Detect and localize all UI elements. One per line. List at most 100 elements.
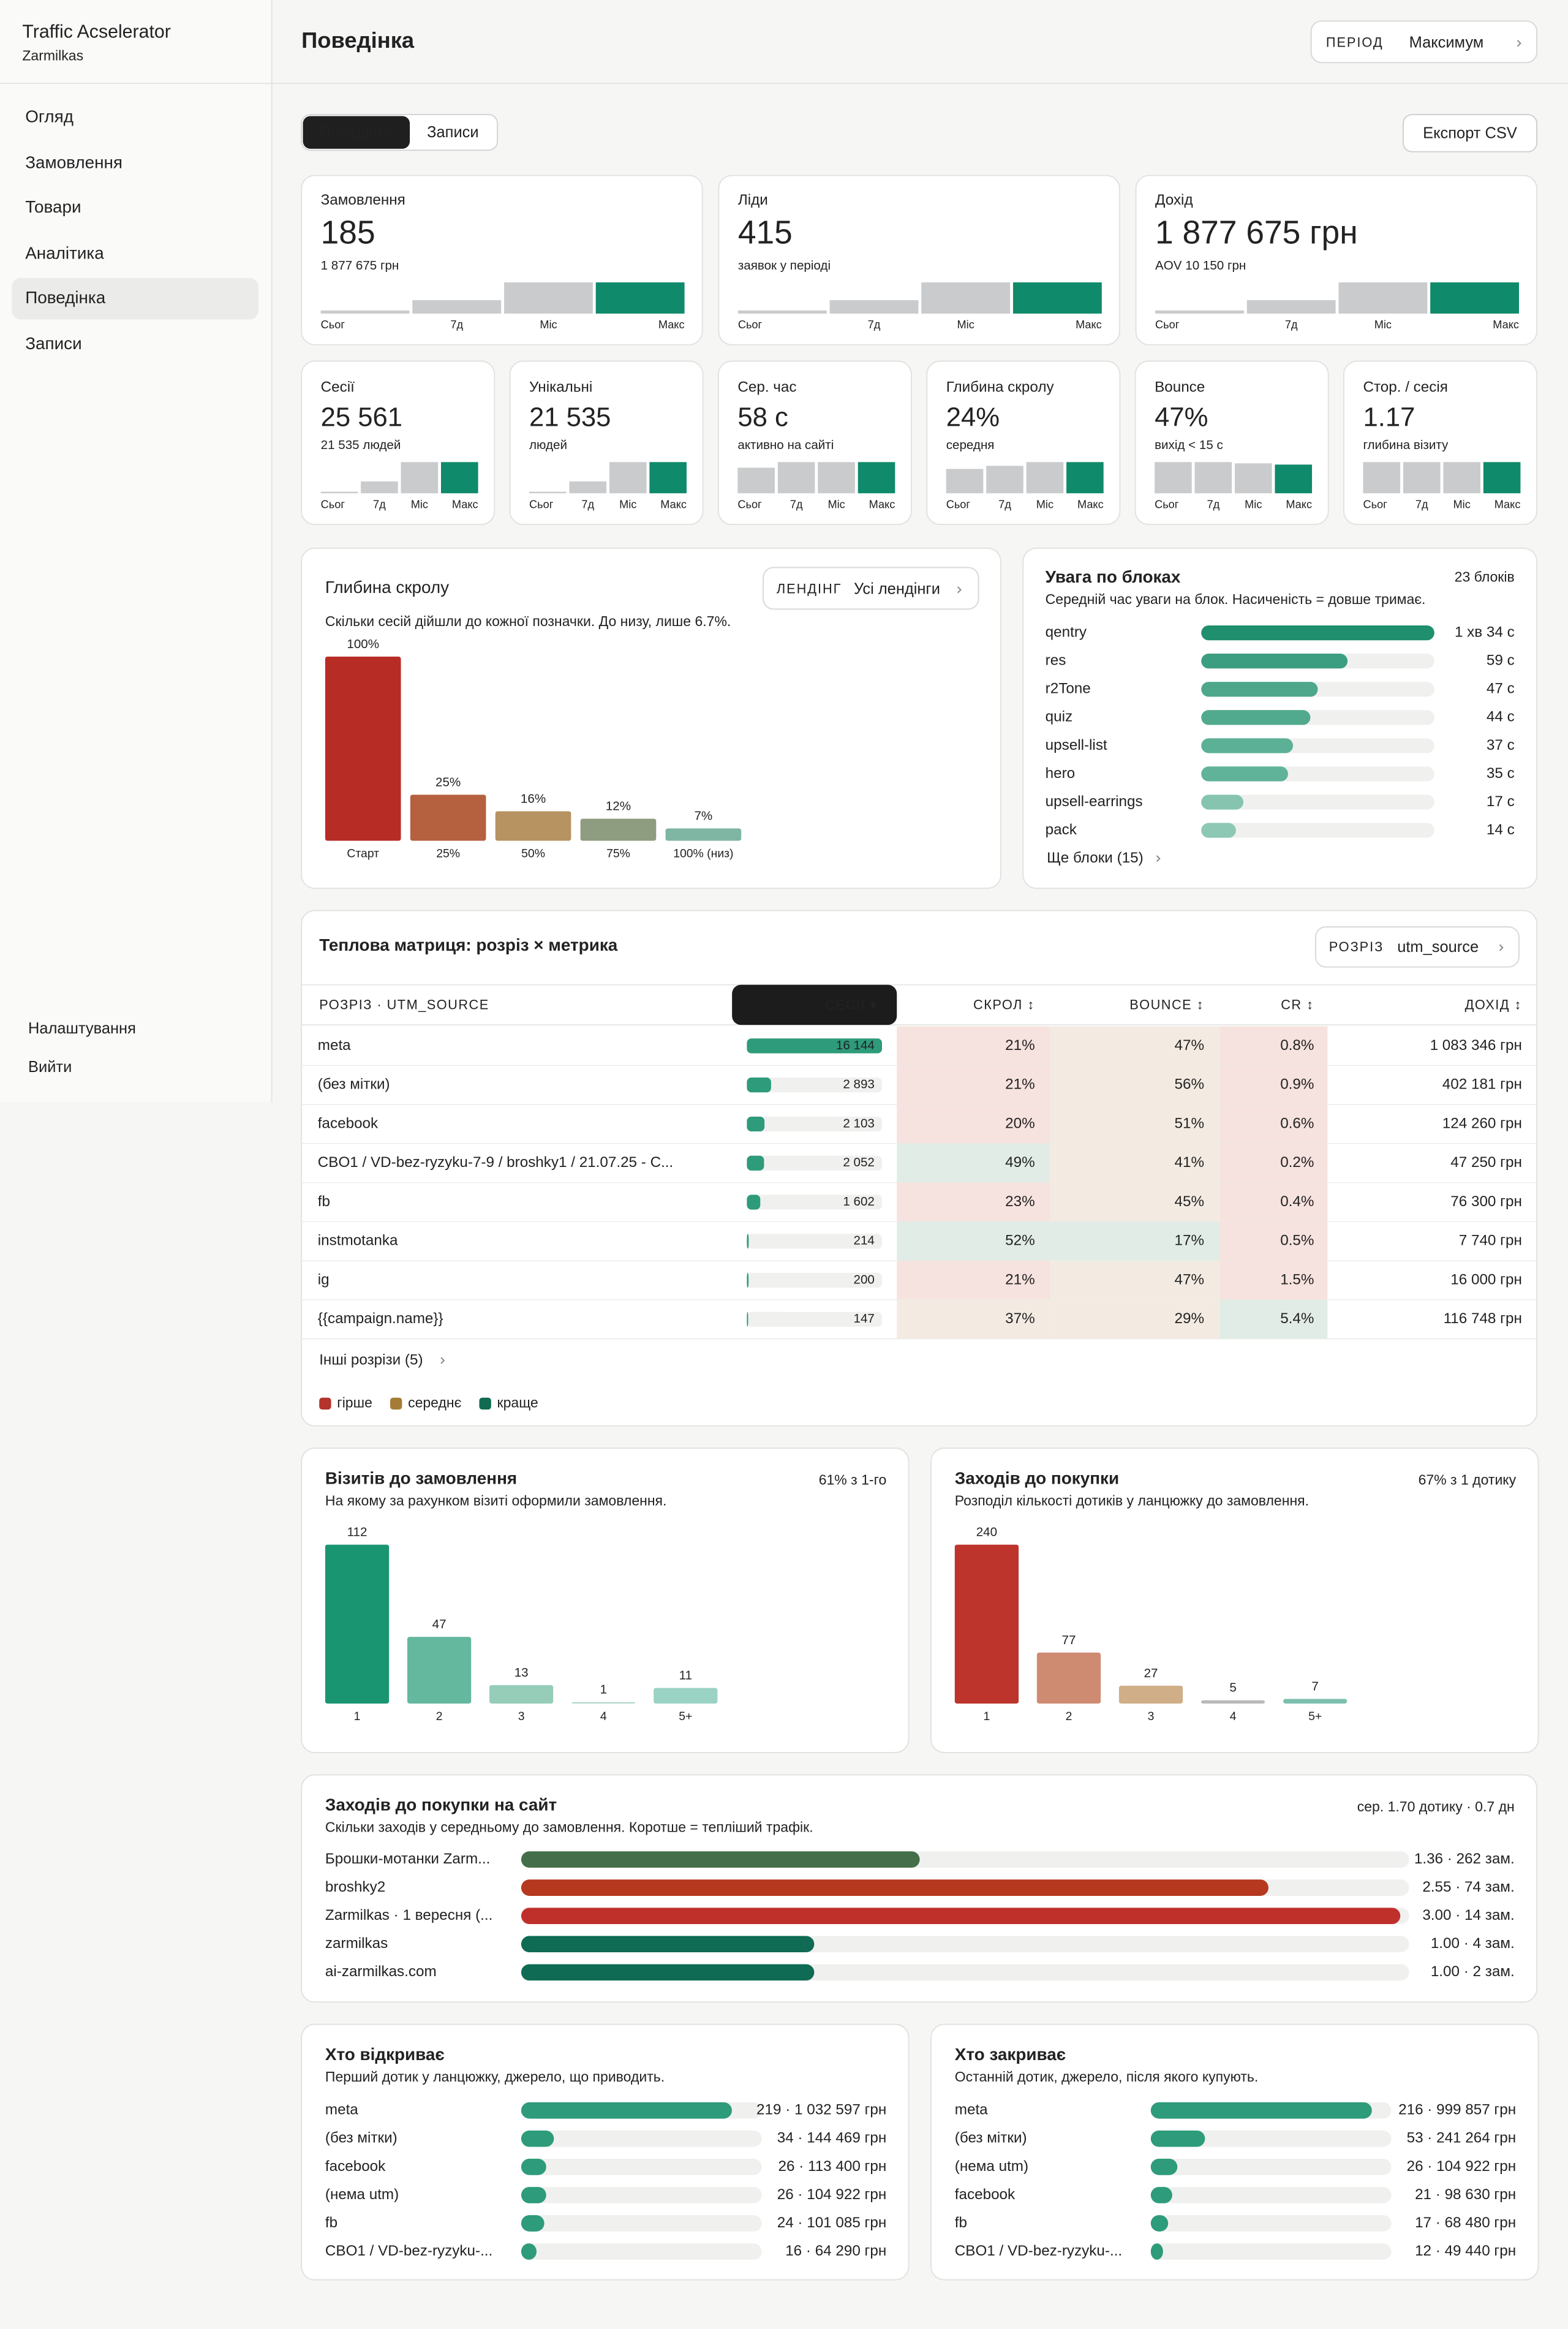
period-select[interactable] <box>1310 20 1538 64</box>
row-label: upsell-earrings <box>1046 793 1143 810</box>
heat-cell <box>1219 1261 1328 1300</box>
row-label: (нема utm) <box>325 2186 399 2203</box>
mini-bar-label: Міс <box>1374 319 1392 331</box>
column-header[interactable]: ДОХІД ↕ <box>1465 997 1522 1012</box>
nav-item[interactable]: Записи <box>25 334 81 353</box>
nav-item[interactable]: Поведінка <box>25 288 106 307</box>
sort-header-active <box>732 984 897 1025</box>
row-label: r2Tone <box>1046 681 1091 697</box>
mini-bar-label: Міс <box>1036 498 1054 510</box>
column-header[interactable]: СЕСІЇ ▾ <box>825 997 877 1012</box>
bar <box>325 1544 390 1704</box>
filter-select[interactable] <box>763 567 979 610</box>
mini-bar-label: 7д <box>1415 498 1428 510</box>
tab[interactable]: Поведінка <box>320 124 393 141</box>
row-label: qentry <box>1046 624 1087 641</box>
x-tick-label: 3 <box>518 1710 525 1723</box>
mini-bar <box>609 462 647 494</box>
chevron-icon <box>957 586 962 594</box>
bar-value-label: 53 · 241 264 грн <box>1407 2130 1517 2146</box>
more-link[interactable]: Інші розрізи (5) <box>319 1351 423 1368</box>
bar-track <box>1201 823 1434 838</box>
mini-bar-label: Макс <box>660 498 687 510</box>
filter-select[interactable] <box>1314 926 1520 968</box>
mini-bar-label: Макс <box>1286 498 1312 510</box>
cell-value: 1.5% <box>1280 1271 1314 1288</box>
card-subtitle: Розподіл кількості дотиків у ланцюжку до… <box>955 1492 1309 1508</box>
column-header[interactable]: СКРОЛ ↕ <box>973 997 1035 1012</box>
bar-value-label: 12 · 49 440 грн <box>1415 2243 1516 2259</box>
x-tick-label: 2 <box>436 1710 443 1723</box>
nav-footer-item[interactable]: Вийти <box>28 1059 72 1076</box>
cell-value: 76 300 грн <box>1450 1193 1522 1210</box>
app-subtitle: Zarmilkas <box>22 48 83 64</box>
bar-value-label: 17 · 68 480 грн <box>1415 2214 1516 2231</box>
tab[interactable]: Записи <box>427 124 478 141</box>
cell-value: 214 <box>854 1234 875 1248</box>
heat-cell <box>1049 1065 1219 1105</box>
kpi-label: Сер. час <box>737 379 796 396</box>
mini-bar-label: 7д <box>998 498 1011 510</box>
cell-value: 41% <box>1175 1154 1205 1171</box>
mini-bar <box>361 481 398 494</box>
mini-bar <box>986 466 1023 494</box>
bar-value-label: 26 · 113 400 грн <box>778 2158 887 2175</box>
kpi-value: 1 877 675 грн <box>1155 215 1358 251</box>
bar-value-label: 44 с <box>1487 709 1515 725</box>
row-label: (без мітки) <box>325 2130 398 2146</box>
cell-value: 51% <box>1175 1115 1205 1131</box>
bar <box>1150 2215 1169 2232</box>
heat-cell <box>1049 1221 1219 1261</box>
row-label: (без мітки) <box>318 1076 390 1093</box>
row-label: meta <box>325 2102 358 2118</box>
heat-cell <box>897 1221 1050 1261</box>
mini-bar <box>649 462 687 494</box>
bar-track <box>747 1272 882 1288</box>
nav-item[interactable]: Замовлення <box>25 153 123 172</box>
bar-track <box>521 2130 762 2147</box>
bar-value-label: 21 · 98 630 грн <box>1415 2186 1516 2203</box>
mini-bar-label: Міс <box>1245 498 1262 510</box>
card-title: Хто відкриває <box>325 2045 445 2064</box>
card-note: сер. 1.70 дотику · 0.7 дн <box>1357 1799 1515 1814</box>
bar-value-label: 77 <box>1062 1633 1076 1647</box>
bar-track <box>521 2215 762 2232</box>
kpi-sub: середня <box>946 438 995 452</box>
kpi-sub: заявок у періоді <box>738 259 831 273</box>
kpi-sub: людей <box>529 438 567 452</box>
heat-cell <box>1219 1299 1328 1339</box>
row-label: Zarmilkas · 1 вересня (... <box>325 1907 492 1923</box>
nav-item[interactable]: Аналітика <box>25 243 104 262</box>
row-label: (без мітки) <box>955 2130 1027 2146</box>
mini-bar-label: Сьог <box>1155 498 1179 510</box>
column-header[interactable]: BOUNCE ↕ <box>1129 997 1204 1012</box>
mini-bar-label: 7д <box>450 319 463 331</box>
cell-value: 21% <box>1005 1037 1035 1054</box>
mini-bar <box>946 469 984 494</box>
bar-track <box>747 1234 882 1249</box>
bar <box>1201 766 1288 782</box>
chevron-icon <box>1156 855 1161 863</box>
cell-value: 1 602 <box>843 1195 875 1209</box>
bar-track <box>1150 2243 1392 2260</box>
row-label: meta <box>318 1037 351 1054</box>
x-tick-label: 4 <box>600 1710 607 1723</box>
filter-label: РОЗРІЗ <box>1329 939 1384 954</box>
bar-value-label: 13 <box>514 1666 529 1680</box>
export-button[interactable] <box>1402 114 1538 153</box>
export-button-label[interactable]: Експорт CSV <box>1423 124 1517 142</box>
kpi-label: Стор. / сесія <box>1363 379 1447 396</box>
more-link[interactable]: Ще блоки (15) <box>1047 850 1144 866</box>
bar <box>747 1038 882 1054</box>
nav-item[interactable]: Огляд <box>25 107 74 126</box>
bar-value-label: 7% <box>694 809 712 823</box>
cell-value: 2 052 <box>843 1155 875 1169</box>
column-header[interactable]: CR ↕ <box>1281 997 1314 1012</box>
bar-track <box>1150 2130 1392 2147</box>
nav-item[interactable]: Товари <box>25 197 81 216</box>
kpi-sub: 21 535 людей <box>321 438 401 452</box>
card-note: 67% з 1 дотику <box>1419 1471 1517 1487</box>
cell-value: 37% <box>1005 1310 1035 1327</box>
nav-footer-item[interactable]: Налаштування <box>28 1020 136 1037</box>
bar-value-label: 12% <box>606 799 631 813</box>
